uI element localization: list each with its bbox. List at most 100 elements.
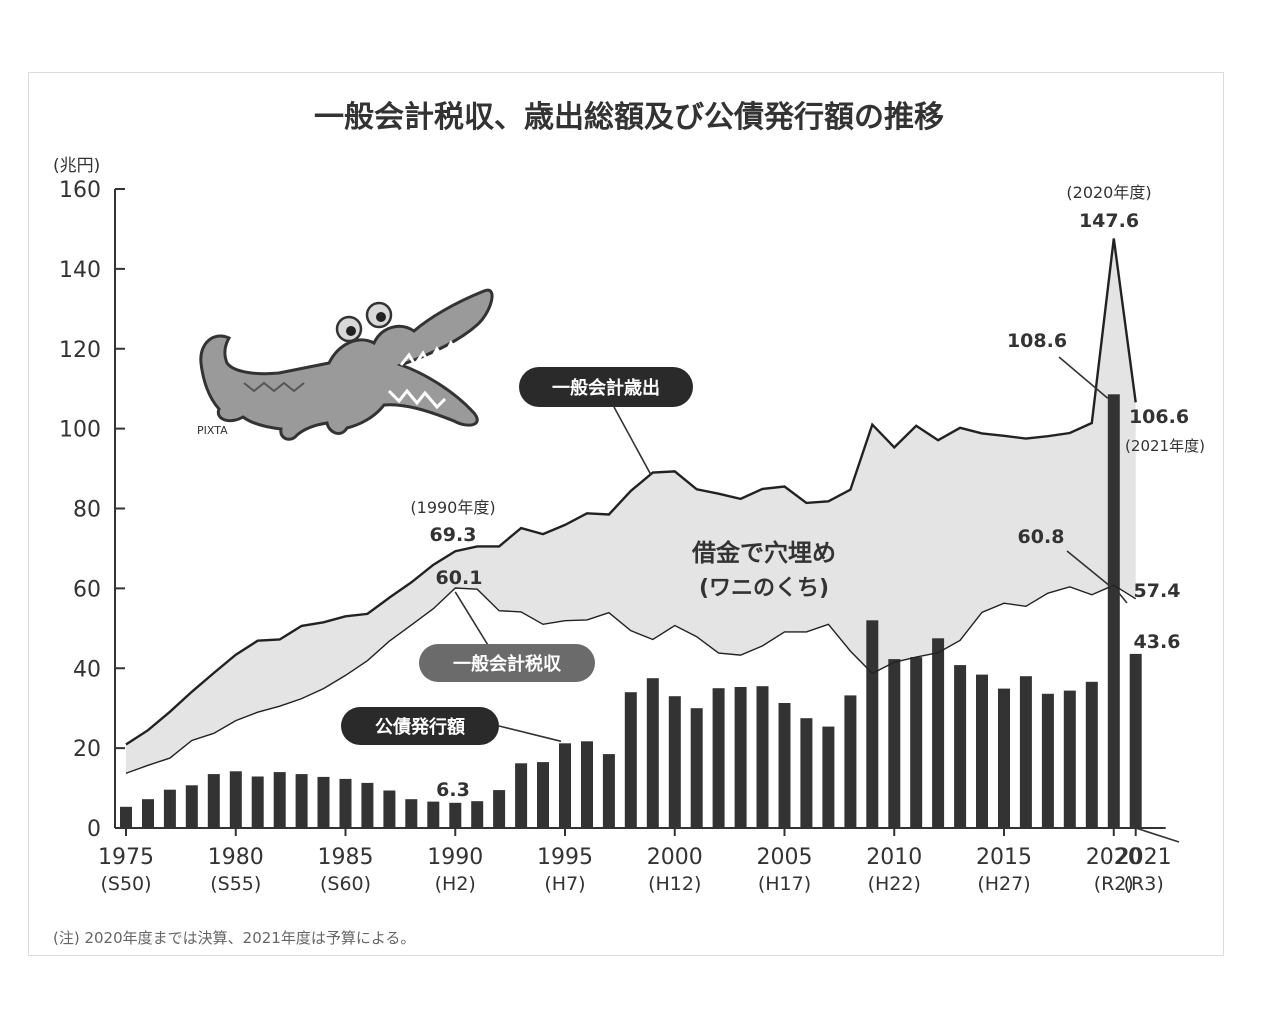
bond-bar bbox=[273, 772, 286, 828]
bond-bar bbox=[471, 801, 484, 828]
bond-bar bbox=[668, 696, 681, 828]
bond-bar bbox=[207, 774, 220, 828]
x-tick-label: 1995 bbox=[537, 845, 593, 870]
chart-svg: 0 20 40 60 80 100 120 140 160 1975 (S50) 1980 (S55) 1… bbox=[53, 100, 1205, 947]
y-tick-label: 100 bbox=[59, 418, 101, 443]
bond-bar bbox=[383, 790, 396, 828]
tax-label: 一般会計税収 bbox=[453, 653, 562, 675]
bond-bar bbox=[251, 776, 264, 828]
annotation-bond-1990: 6.3 bbox=[436, 779, 470, 801]
x-2021-leader bbox=[1135, 827, 1180, 843]
bond-bar bbox=[163, 789, 176, 828]
y-tick-label: 160 bbox=[59, 178, 101, 203]
y-tick-label: 140 bbox=[59, 258, 101, 283]
bond-bar bbox=[515, 763, 528, 828]
x-tick-label: 2010 bbox=[866, 845, 922, 870]
bond-bar bbox=[1129, 653, 1142, 828]
bond-bar bbox=[976, 674, 988, 828]
bond-bar bbox=[559, 743, 571, 828]
bonds-leader bbox=[498, 725, 562, 743]
bond-bar bbox=[120, 806, 132, 828]
footnote: (注) 2020年度までは決算、2021年度は予算による。 bbox=[53, 929, 415, 947]
bonds-callout: 公債発行額 bbox=[341, 707, 499, 745]
bonds-label: 公債発行額 bbox=[375, 716, 465, 738]
x-tick-label: 2020 bbox=[1086, 845, 1142, 870]
bond-bar bbox=[339, 778, 352, 828]
bond-bar bbox=[581, 741, 593, 828]
expenditure-leader bbox=[613, 406, 652, 475]
annotation-exp-2021: 106.6 bbox=[1129, 406, 1189, 428]
gap-subtitle: (ワニのくち) bbox=[699, 576, 829, 601]
y-axis-unit: (兆円) bbox=[53, 156, 100, 176]
bond-bar bbox=[910, 657, 923, 828]
bond-bar bbox=[537, 762, 549, 828]
x-tick-era-label: (H12) bbox=[648, 873, 701, 895]
bond-bar bbox=[361, 782, 374, 828]
expenditure-callout: 一般会計歳出 bbox=[519, 367, 693, 407]
bond-2020-leader bbox=[1058, 356, 1109, 399]
annotation-exp-1990: 69.3 bbox=[430, 524, 477, 546]
bond-bar bbox=[888, 659, 901, 828]
bond-bar bbox=[756, 686, 769, 828]
x-tick-era-label: (H2) bbox=[435, 873, 476, 895]
tax-callout: 一般会計税収 bbox=[419, 644, 595, 682]
bond-bar bbox=[449, 802, 462, 828]
illustration-credit: PIXTA bbox=[197, 424, 228, 437]
tax-line bbox=[125, 584, 1137, 774]
gap-title: 借金で穴埋め bbox=[691, 539, 836, 567]
x-tick-era-label: (H22) bbox=[868, 873, 921, 895]
annotation-bond-2020: 108.6 bbox=[1007, 330, 1067, 352]
bond-bar bbox=[185, 785, 198, 828]
y-tick-label: 60 bbox=[73, 577, 101, 602]
bond-bar bbox=[712, 688, 725, 828]
y-tick-label: 80 bbox=[73, 498, 101, 523]
bond-bar bbox=[1041, 693, 1054, 828]
x-tick-era-label: (R3) bbox=[1124, 873, 1164, 895]
bond-bar bbox=[734, 687, 747, 828]
bond-bar bbox=[932, 638, 945, 828]
bond-bar bbox=[295, 774, 308, 828]
y-tick-label: 0 bbox=[87, 817, 101, 842]
expenditure-label: 一般会計歳出 bbox=[552, 377, 660, 399]
bond-bar bbox=[427, 801, 440, 828]
chart-frame: 0 20 40 60 80 100 120 140 160 1975 (S50) 1980 (S55) 1… bbox=[28, 72, 1224, 956]
x-tick-era-label: (H27) bbox=[977, 873, 1030, 895]
x-tick-label: 2005 bbox=[757, 845, 813, 870]
y-tick-label: 120 bbox=[59, 338, 101, 363]
crocodile-illustration: PIXTA bbox=[197, 288, 494, 441]
annotation-tax-2020: 60.8 bbox=[1018, 526, 1065, 548]
bond-bar bbox=[602, 754, 615, 828]
bond-bar bbox=[690, 708, 703, 828]
bond-bar bbox=[624, 692, 637, 828]
annotation-peak-2020: 147.6 bbox=[1079, 210, 1139, 232]
chart-title: 一般会計税収、歳出総額及び公債発行額の推移 bbox=[314, 100, 944, 135]
bond-bar bbox=[1063, 690, 1076, 828]
x-tick-era-label: (S55) bbox=[210, 873, 261, 895]
tax-2020-leader bbox=[1066, 550, 1115, 590]
annotation-year-2021: (2021年度) bbox=[1125, 437, 1205, 455]
annotation-year-1990: (1990年度) bbox=[410, 498, 495, 517]
x-tick-era-label: (H17) bbox=[758, 873, 811, 895]
y-tick-label: 40 bbox=[73, 657, 101, 682]
bond-bar bbox=[800, 718, 813, 828]
x-tick-label: 2000 bbox=[647, 845, 703, 870]
y-tick-label: 20 bbox=[73, 737, 101, 762]
bond-bar bbox=[142, 799, 154, 828]
gap-area bbox=[126, 238, 1136, 774]
annotation-year-2020: (2020年度) bbox=[1066, 183, 1151, 202]
x-tick-era-label: (H7) bbox=[544, 873, 585, 895]
bond-bar bbox=[1085, 681, 1098, 828]
bond-bar bbox=[866, 620, 879, 828]
x-tick-era-label: (R2) bbox=[1094, 873, 1134, 895]
bond-bar bbox=[493, 790, 506, 828]
x-tick-label: 2015 bbox=[976, 845, 1032, 870]
annotation-bond-2021: 43.6 bbox=[1134, 631, 1181, 653]
annotation-tax-2021: 57.4 bbox=[1134, 580, 1181, 602]
x-tick-label: 2021 bbox=[1116, 845, 1172, 870]
bond-bar bbox=[646, 678, 659, 828]
expenditure-line bbox=[125, 238, 1137, 746]
bond-bar bbox=[317, 776, 330, 828]
annotation-tax-1990: 60.1 bbox=[436, 567, 483, 589]
x-tick-label: 1980 bbox=[208, 845, 264, 870]
x-tick-label: 1985 bbox=[318, 845, 374, 870]
